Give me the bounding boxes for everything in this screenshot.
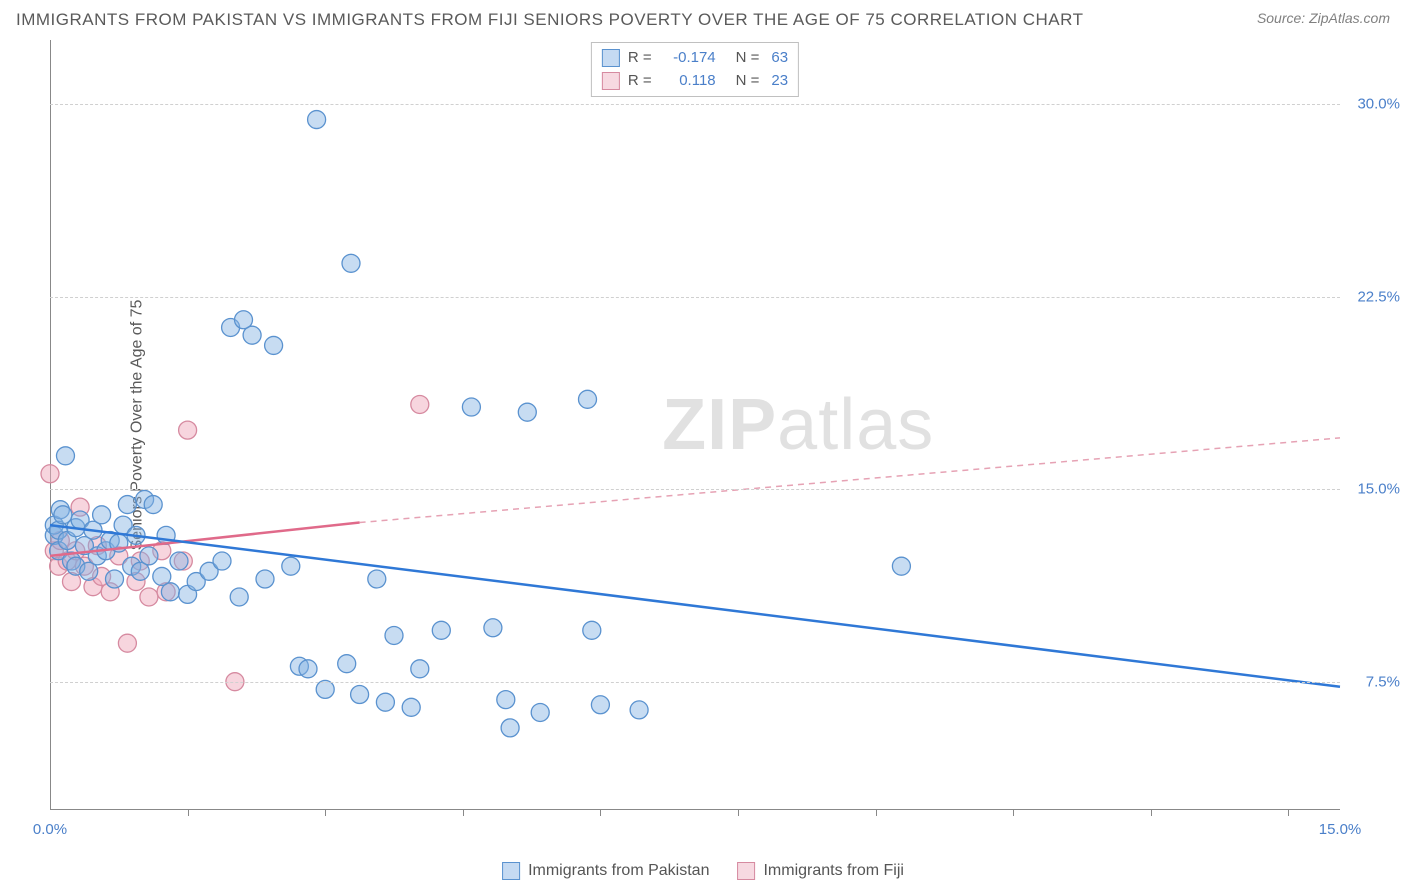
y-tick-label: 15.0% (1357, 481, 1400, 498)
series-legend: Immigrants from Pakistan Immigrants from… (502, 862, 904, 880)
data-point (316, 680, 334, 698)
data-point (179, 421, 197, 439)
n-value-pink: 23 (771, 70, 788, 93)
legend-label-pakistan: Immigrants from Pakistan (528, 862, 709, 880)
data-point (385, 626, 403, 644)
r-value-blue: -0.174 (660, 47, 716, 70)
x-tick (1151, 810, 1152, 816)
n-label: N = (736, 47, 760, 70)
data-point (140, 588, 158, 606)
x-tick (1288, 810, 1289, 816)
r-value-pink: 0.118 (660, 70, 716, 93)
data-point (630, 701, 648, 719)
data-point (518, 403, 536, 421)
data-point (230, 588, 248, 606)
x-tick-label: 15.0% (1319, 821, 1362, 838)
trend-line (50, 525, 1340, 687)
n-label: N = (736, 70, 760, 93)
swatch-blue-icon (602, 49, 620, 67)
data-point (308, 111, 326, 129)
grid-line (50, 489, 1340, 490)
grid-line (50, 297, 1340, 298)
data-point (531, 703, 549, 721)
data-point (342, 254, 360, 272)
correlation-legend: R = -0.174 N = 63 R = 0.118 N = 23 (591, 42, 799, 97)
data-point (56, 447, 74, 465)
scatter-plot (50, 40, 1340, 810)
swatch-blue-icon (502, 862, 520, 880)
data-point (501, 719, 519, 737)
data-point (579, 390, 597, 408)
legend-row-fiji: R = 0.118 N = 23 (602, 70, 788, 93)
data-point (170, 552, 188, 570)
swatch-pink-icon (602, 72, 620, 90)
data-point (144, 496, 162, 514)
data-point (118, 496, 136, 514)
y-tick-label: 22.5% (1357, 288, 1400, 305)
x-tick (600, 810, 601, 816)
grid-line (50, 682, 1340, 683)
data-point (892, 557, 910, 575)
data-point (368, 570, 386, 588)
r-label: R = (628, 70, 652, 93)
data-point (338, 655, 356, 673)
chart-title: IMMIGRANTS FROM PAKISTAN VS IMMIGRANTS F… (16, 10, 1084, 30)
r-label: R = (628, 47, 652, 70)
legend-item-fiji: Immigrants from Fiji (737, 862, 903, 880)
data-point (462, 398, 480, 416)
data-point (351, 686, 369, 704)
data-point (484, 619, 502, 637)
data-point (282, 557, 300, 575)
data-point (265, 336, 283, 354)
legend-row-pakistan: R = -0.174 N = 63 (602, 47, 788, 70)
data-point (299, 660, 317, 678)
trend-line (360, 438, 1340, 523)
legend-label-fiji: Immigrants from Fiji (763, 862, 903, 880)
source-label: Source: ZipAtlas.com (1257, 10, 1390, 26)
data-point (140, 547, 158, 565)
data-point (41, 465, 59, 483)
y-tick-label: 7.5% (1366, 673, 1400, 690)
data-point (411, 660, 429, 678)
data-point (118, 634, 136, 652)
data-point (432, 621, 450, 639)
x-tick (1013, 810, 1014, 816)
data-point (583, 621, 601, 639)
data-point (213, 552, 231, 570)
n-value-blue: 63 (771, 47, 788, 70)
grid-line (50, 104, 1340, 105)
x-tick (325, 810, 326, 816)
data-point (106, 570, 124, 588)
x-tick (188, 810, 189, 816)
data-point (93, 506, 111, 524)
data-point (402, 698, 420, 716)
data-point (591, 696, 609, 714)
x-tick (738, 810, 739, 816)
data-point (376, 693, 394, 711)
x-tick (876, 810, 877, 816)
data-point (256, 570, 274, 588)
data-point (497, 691, 515, 709)
x-tick (463, 810, 464, 816)
y-tick-label: 30.0% (1357, 96, 1400, 113)
chart-container: Seniors Poverty Over the Age of 75 ZIPat… (50, 40, 1340, 810)
legend-item-pakistan: Immigrants from Pakistan (502, 862, 709, 880)
x-tick-label: 0.0% (33, 821, 67, 838)
swatch-pink-icon (737, 862, 755, 880)
data-point (411, 395, 429, 413)
data-point (243, 326, 261, 344)
data-point (161, 583, 179, 601)
